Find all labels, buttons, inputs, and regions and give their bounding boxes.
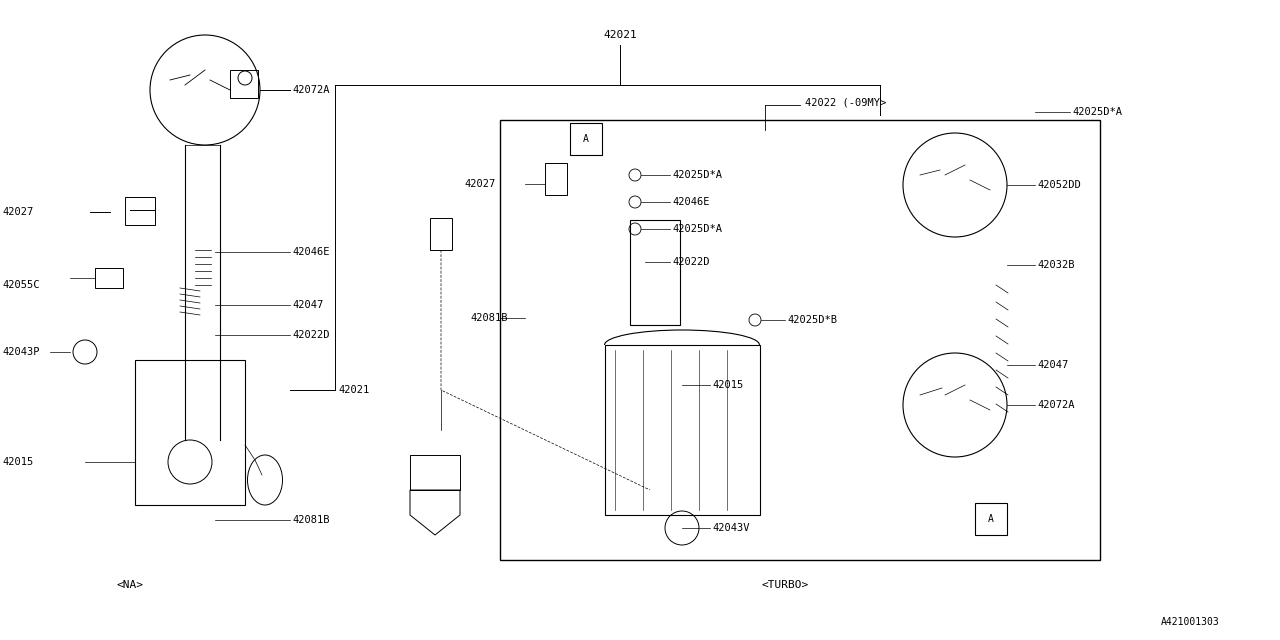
Text: 42027: 42027 <box>3 207 33 217</box>
Text: A: A <box>988 514 995 524</box>
Bar <box>410 455 460 490</box>
Text: 42025D*A: 42025D*A <box>672 224 722 234</box>
Bar <box>975 503 1007 535</box>
Text: <TURBO>: <TURBO> <box>762 580 809 590</box>
Bar <box>500 120 1100 560</box>
Text: <NA>: <NA> <box>116 580 143 590</box>
Text: 42047: 42047 <box>292 300 324 310</box>
Text: 42025D*B: 42025D*B <box>787 315 837 325</box>
Text: 42081B: 42081B <box>470 313 507 323</box>
Text: 42021: 42021 <box>603 30 637 40</box>
Text: 42081B: 42081B <box>292 515 329 525</box>
Text: 42043P: 42043P <box>3 347 40 357</box>
Bar <box>570 123 602 155</box>
Text: 42052DD: 42052DD <box>1037 180 1080 190</box>
Bar <box>545 163 567 195</box>
Text: 42025D*A: 42025D*A <box>1073 107 1123 117</box>
Bar <box>430 218 452 250</box>
Text: 42072A: 42072A <box>292 85 329 95</box>
Text: 42055C: 42055C <box>3 280 40 290</box>
Bar <box>630 220 680 325</box>
Text: 42015: 42015 <box>712 380 744 390</box>
Text: 42022D: 42022D <box>292 330 329 340</box>
Text: A: A <box>584 134 589 144</box>
Text: 42015: 42015 <box>3 457 33 467</box>
Text: 42022 (-09MY>: 42022 (-09MY> <box>805 97 886 107</box>
Text: 42021: 42021 <box>338 385 369 395</box>
Bar <box>230 70 259 98</box>
Text: 42025D*A: 42025D*A <box>672 170 722 180</box>
Bar <box>134 360 244 505</box>
Text: 42032B: 42032B <box>1037 260 1074 270</box>
Text: 42047: 42047 <box>1037 360 1069 370</box>
Text: A421001303: A421001303 <box>1161 617 1220 627</box>
Text: 42043V: 42043V <box>712 523 750 533</box>
Text: 42046E: 42046E <box>292 247 329 257</box>
Bar <box>605 345 760 515</box>
Text: 42046E: 42046E <box>672 197 709 207</box>
Text: 42072A: 42072A <box>1037 400 1074 410</box>
Text: 42027: 42027 <box>465 179 495 189</box>
Text: 42022D: 42022D <box>672 257 709 267</box>
Bar <box>125 197 155 225</box>
